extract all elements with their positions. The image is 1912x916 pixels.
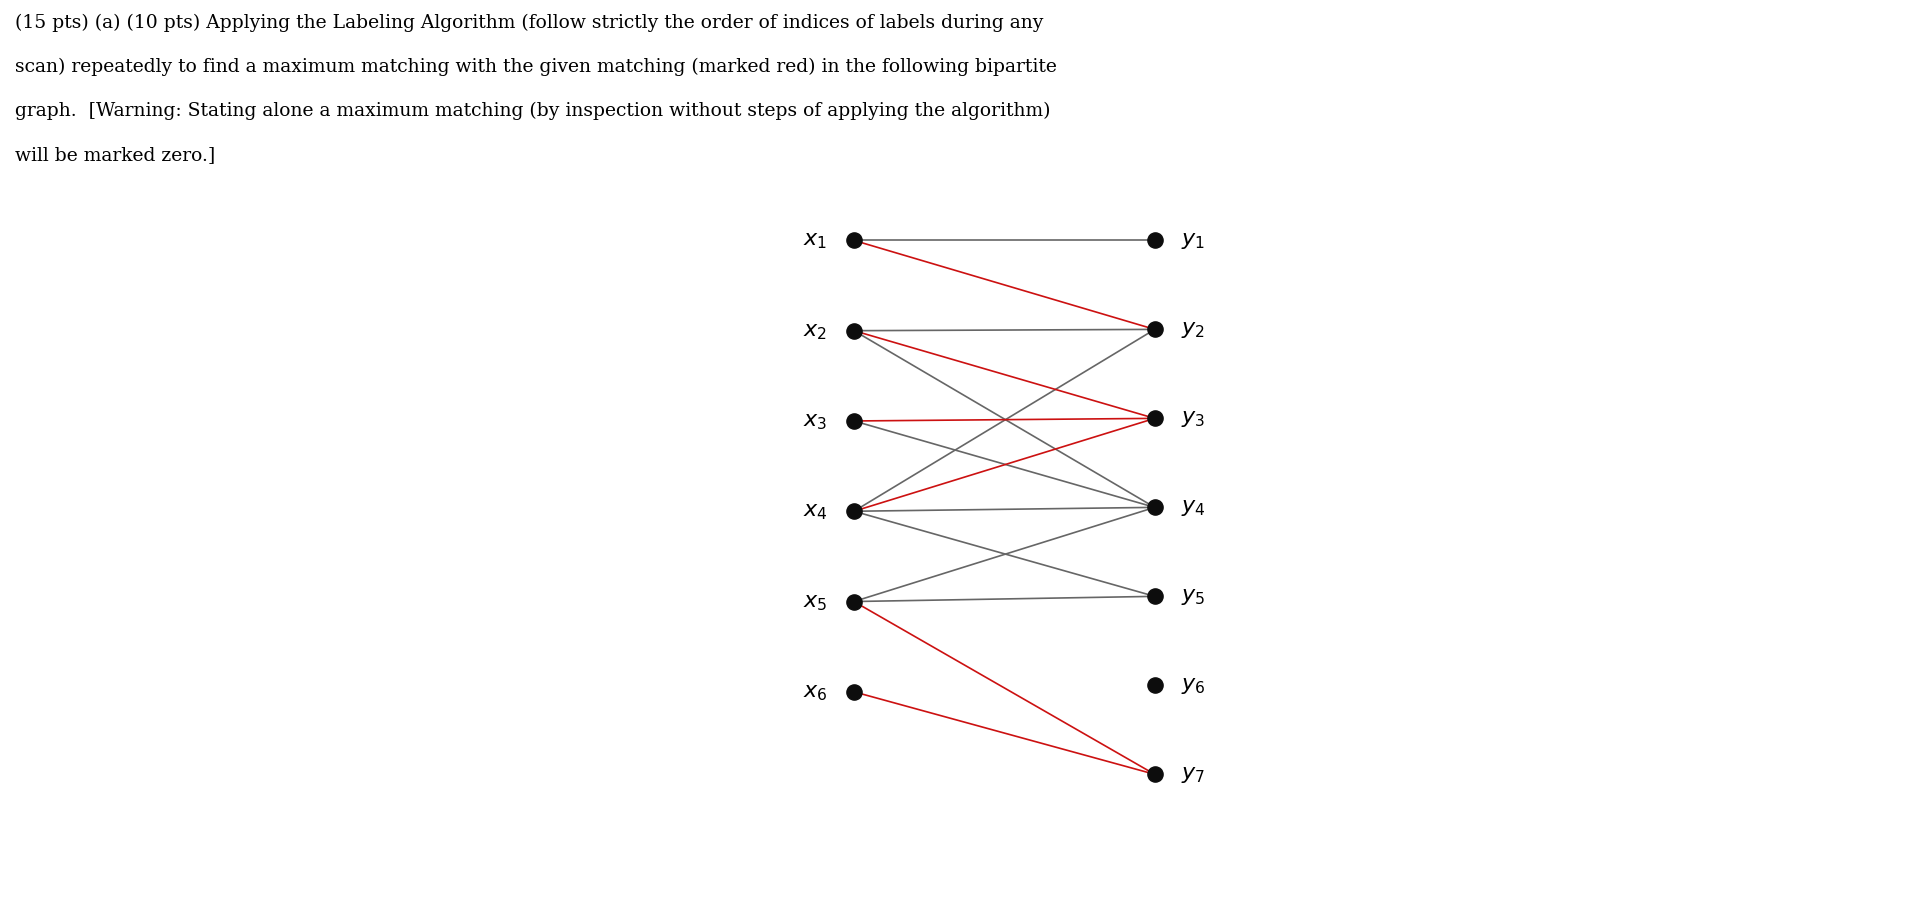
Text: $\mathit{y}_7$: $\mathit{y}_7$ [1182, 763, 1206, 785]
Text: scan) repeatedly to find a maximum matching with the given matching (marked red): scan) repeatedly to find a maximum match… [15, 58, 1057, 76]
Point [839, 233, 870, 247]
Point [1140, 678, 1170, 692]
Text: $\mathit{x}_4$: $\mathit{x}_4$ [803, 500, 828, 522]
Text: $\mathit{x}_5$: $\mathit{x}_5$ [803, 591, 828, 613]
Point [1140, 233, 1170, 247]
Point [1140, 322, 1170, 337]
Point [1140, 767, 1170, 781]
Text: $\mathit{x}_1$: $\mathit{x}_1$ [803, 229, 828, 251]
Point [839, 684, 870, 699]
Point [1140, 500, 1170, 515]
Text: $\mathit{y}_3$: $\mathit{y}_3$ [1182, 408, 1206, 430]
Point [839, 323, 870, 338]
Point [1140, 589, 1170, 604]
Text: $\mathit{y}_1$: $\mathit{y}_1$ [1182, 229, 1206, 251]
Point [839, 504, 870, 518]
Text: $\mathit{y}_2$: $\mathit{y}_2$ [1182, 319, 1205, 341]
Text: $\mathit{x}_2$: $\mathit{x}_2$ [803, 320, 828, 342]
Text: (15 pts) (a) (10 pts) Applying the Labeling Algorithm (follow strictly the order: (15 pts) (a) (10 pts) Applying the Label… [15, 14, 1044, 32]
Text: $\mathit{y}_6$: $\mathit{y}_6$ [1182, 674, 1206, 696]
Text: graph.  [Warning: Stating alone a maximum matching (by inspection without steps : graph. [Warning: Stating alone a maximum… [15, 102, 1052, 120]
Point [1140, 411, 1170, 426]
Text: $\mathit{x}_3$: $\mathit{x}_3$ [803, 410, 828, 432]
Text: will be marked zero.]: will be marked zero.] [15, 146, 216, 164]
Text: $\mathit{y}_4$: $\mathit{y}_4$ [1182, 496, 1206, 518]
Point [839, 594, 870, 609]
Text: $\mathit{x}_6$: $\mathit{x}_6$ [803, 681, 828, 703]
Point [839, 414, 870, 429]
Text: $\mathit{y}_5$: $\mathit{y}_5$ [1182, 585, 1206, 607]
